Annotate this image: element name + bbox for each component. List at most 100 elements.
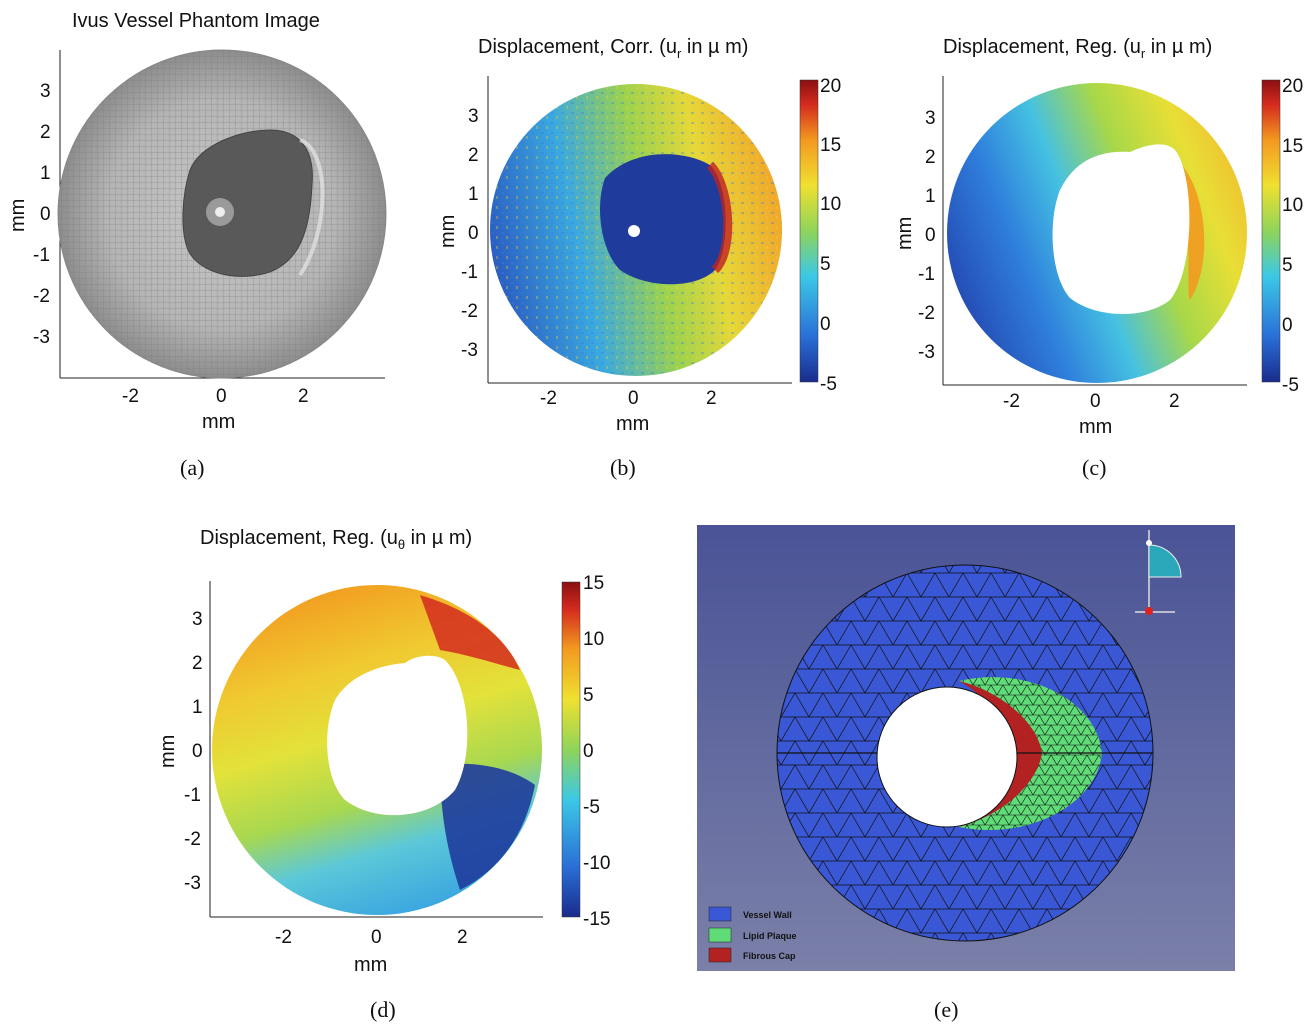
xtick: 2 xyxy=(457,927,468,948)
panel-d-xticks: -2 0 2 xyxy=(275,927,468,948)
panel-e-caption: (e) xyxy=(934,997,959,1022)
axis-triad-icon xyxy=(1135,530,1182,615)
panel-d-plot: 15 10 5 0 -5 -10 -15 3 2 1 0 -1 -2 -3 -2… xyxy=(157,573,610,976)
legend-swatch-lipid-plaque xyxy=(708,927,732,943)
legend-label-lipid-plaque: Lipid Plaque xyxy=(743,931,797,941)
ytick: -2 xyxy=(918,303,935,324)
cbtick: -15 xyxy=(583,909,610,930)
panel-a-plot: 3 2 1 0 -1 -2 -3 -2 0 2 mm mm xyxy=(7,49,387,433)
cbtick: 15 xyxy=(583,573,604,594)
panel-b-colorbar xyxy=(799,79,819,383)
panel-b-plot: 20 15 10 5 0 -5 3 2 1 0 -1 -2 -3 -2 0 2 … xyxy=(437,76,841,435)
panel-a: Ivus Vessel Phantom Image 3 2 1 xyxy=(0,0,400,480)
cbtick: 0 xyxy=(583,741,594,762)
ytick: 2 xyxy=(192,653,203,674)
mesh-legend: Vessel Wall Lipid Plaque Fibrous Cap xyxy=(708,906,797,963)
ytick: 3 xyxy=(192,609,203,630)
ytick: -1 xyxy=(184,785,201,806)
xtick: 2 xyxy=(1169,391,1180,412)
ytick: -1 xyxy=(918,264,935,285)
cbtick: 0 xyxy=(820,314,831,335)
cbtick: -5 xyxy=(583,797,600,818)
vessel-outer-boundary xyxy=(776,564,1154,942)
ytick: 1 xyxy=(468,184,479,205)
disp-b-catheter xyxy=(628,225,640,237)
panel-b-xlabel: mm xyxy=(616,413,649,435)
ytick: -1 xyxy=(461,262,478,283)
panel-b: Displacement, Corr. (ur in µ m) xyxy=(430,0,870,480)
ytick: 2 xyxy=(40,122,51,143)
ytick: 1 xyxy=(192,697,203,718)
cbtick: 15 xyxy=(820,135,841,156)
ytick: -2 xyxy=(33,286,50,307)
ytick: 3 xyxy=(468,106,479,127)
ytick: -2 xyxy=(184,829,201,850)
ytick: -3 xyxy=(184,873,201,894)
panel-d-title: Displacement, Reg. (uθ in µ m) xyxy=(200,527,473,552)
ytick: -2 xyxy=(461,301,478,322)
panel-a-xticks: -2 0 2 xyxy=(122,386,309,407)
ytick: 0 xyxy=(468,223,479,244)
cbtick: -5 xyxy=(1282,375,1299,396)
disp-d-coldspot xyxy=(440,763,535,890)
panel-c-caption: (c) xyxy=(1082,455,1107,480)
ytick: -1 xyxy=(33,245,50,266)
panel-b-title: Displacement, Corr. (ur in µ m) xyxy=(478,36,749,61)
ytick: -3 xyxy=(33,327,50,348)
panel-c-xticks: -2 0 2 xyxy=(1003,391,1180,412)
disp-d-hotspot xyxy=(420,595,520,670)
panel-c-ylabel: mm xyxy=(894,217,916,250)
panel-c: Displacement, Reg. (ur in µ m) xyxy=(885,0,1315,480)
panel-d-caption: (d) xyxy=(370,997,396,1022)
panel-a-xlabel: mm xyxy=(202,411,235,433)
xtick: -2 xyxy=(122,386,139,407)
ivus-lumen xyxy=(182,129,313,277)
panel-a-ylabel: mm xyxy=(7,199,29,232)
cbtick: 10 xyxy=(583,629,604,650)
panel-d-colorbar xyxy=(561,581,581,918)
cbtick: -5 xyxy=(820,374,837,395)
cbtick: 10 xyxy=(820,194,841,215)
xtick: 0 xyxy=(628,388,639,409)
panel-c-title: Displacement, Reg. (ur in µ m) xyxy=(943,36,1213,61)
disp-b-cap-region xyxy=(706,161,733,274)
panel-d-yticks: 3 2 1 0 -1 -2 -3 xyxy=(184,609,203,894)
panel-a-caption: (a) xyxy=(180,455,205,480)
ytick: 2 xyxy=(468,145,479,166)
ytick: 0 xyxy=(40,204,51,225)
xtick: 0 xyxy=(371,927,382,948)
panel-c-yticks: 3 2 1 0 -1 -2 -3 xyxy=(918,108,936,363)
cbtick: 15 xyxy=(1282,136,1303,157)
cbtick: 10 xyxy=(1282,195,1303,216)
cbtick: 20 xyxy=(820,76,841,97)
panel-e: Vessel Wall Lipid Plaque Fibrous Cap (e) xyxy=(697,525,1237,1025)
disp-c-lumen xyxy=(1052,144,1190,315)
ytick: 0 xyxy=(925,225,936,246)
panel-b-caption: (b) xyxy=(610,455,636,480)
cbtick: 5 xyxy=(820,254,831,275)
xtick: 0 xyxy=(216,386,227,407)
panel-e-mesh: Vessel Wall Lipid Plaque Fibrous Cap xyxy=(697,525,1235,971)
xtick: 2 xyxy=(298,386,309,407)
disp-d-lumen xyxy=(327,655,468,816)
panel-c-colorbar xyxy=(1261,79,1281,383)
panel-d-ylabel: mm xyxy=(157,735,179,768)
ytick: 3 xyxy=(925,108,936,129)
ytick: 2 xyxy=(925,147,936,168)
panel-c-xlabel: mm xyxy=(1079,416,1112,438)
fibrous-cap-region xyxy=(959,681,1042,827)
xtick: 0 xyxy=(1090,391,1101,412)
cbtick: 5 xyxy=(1282,255,1293,276)
cbtick: 20 xyxy=(1282,76,1303,97)
xtick: -2 xyxy=(1003,391,1020,412)
panel-a-yticks: 3 2 1 0 -1 -2 -3 xyxy=(33,81,51,348)
legend-swatch-vessel-wall xyxy=(708,906,732,922)
panel-d: Displacement, Reg. (uθ in µ m) xyxy=(140,515,660,1025)
xtick: -2 xyxy=(540,388,557,409)
ytick: -3 xyxy=(918,342,935,363)
ytick: -3 xyxy=(461,340,478,361)
panel-c-plot: 20 15 10 5 0 -5 3 2 1 0 -1 -2 -3 -2 0 2 … xyxy=(894,76,1303,438)
panel-b-xticks: -2 0 2 xyxy=(540,388,717,409)
ivus-catheter-center xyxy=(215,207,225,217)
disp-b-lumen-region xyxy=(600,154,726,285)
